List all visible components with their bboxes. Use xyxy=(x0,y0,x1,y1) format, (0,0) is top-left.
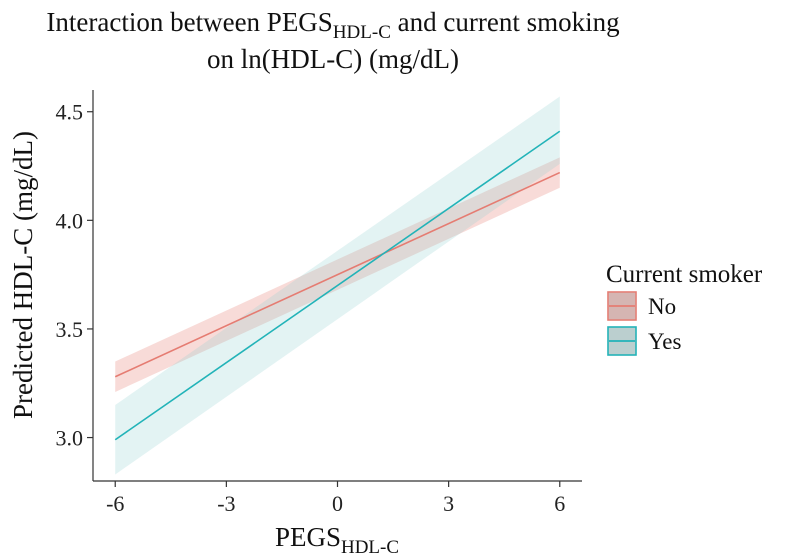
x-tick-label: 6 xyxy=(554,491,565,516)
series-line-yes xyxy=(114,130,561,441)
y-tick-label: 4.0 xyxy=(56,208,84,233)
y-tick-label: 4.5 xyxy=(56,100,84,125)
series-line-no xyxy=(114,171,561,378)
y-tick-label: 3.0 xyxy=(56,426,84,451)
legend: Current smoker No Yes xyxy=(606,261,763,356)
x-axis-title: PEGSHDL-C xyxy=(275,522,399,558)
x-axis-ticks: -6 -3 0 3 6 xyxy=(106,481,565,516)
x-tick-label: 0 xyxy=(332,491,343,516)
chart-title-line2: on ln(HDL-C) (mg/dL) xyxy=(207,44,459,74)
y-tick-label: 3.5 xyxy=(56,317,84,342)
legend-title: Current smoker xyxy=(606,261,763,288)
x-tick-label: -6 xyxy=(106,491,124,516)
y-axis-ticks: 3.0 3.5 4.0 4.5 xyxy=(56,100,93,451)
chart-title-line1: Interaction between PEGSHDL-C and curren… xyxy=(46,7,619,43)
x-tick-label: 3 xyxy=(443,491,454,516)
y-axis-title: Predicted HDL-C (mg/dL) xyxy=(8,131,38,419)
series-lines xyxy=(114,130,561,441)
legend-label-yes: Yes xyxy=(648,329,682,354)
x-tick-label: -3 xyxy=(217,491,235,516)
legend-label-no: No xyxy=(648,294,676,319)
